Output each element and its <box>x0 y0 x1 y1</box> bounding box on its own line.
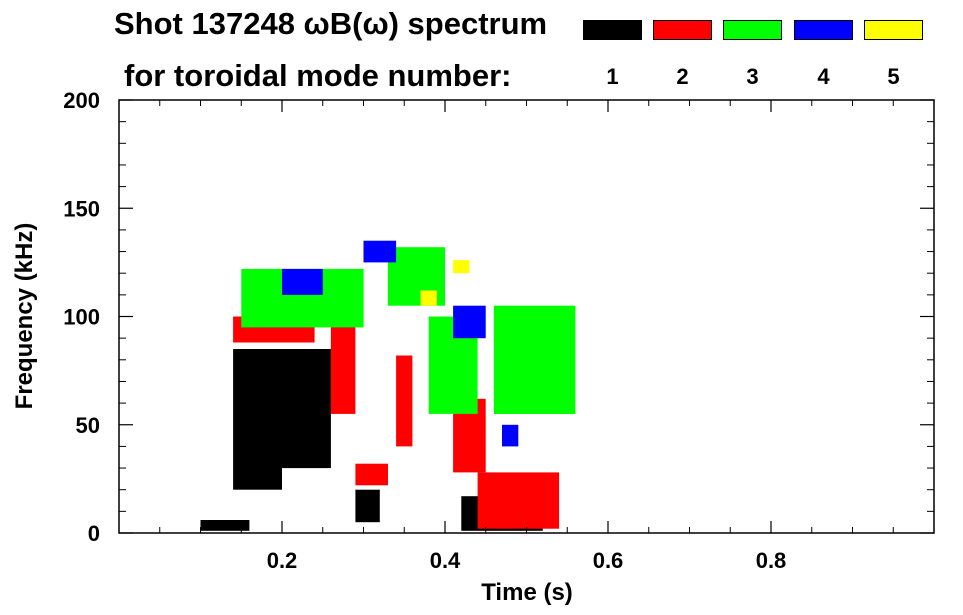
spectrum-region-mode-4 <box>363 240 397 263</box>
spectrum-region-mode-3 <box>493 305 576 414</box>
y-axis-title: Frequency (kHz) <box>11 223 38 410</box>
legend-swatch-mode-4 <box>794 20 853 40</box>
x-axis-title: Time (s) <box>481 579 573 606</box>
spectrum-region-mode-5 <box>420 290 437 306</box>
legend-label-mode-4: 4 <box>817 64 830 89</box>
axis-ticks <box>119 99 934 534</box>
legend-label-mode-1: 1 <box>606 64 619 89</box>
spectrum-region-mode-2 <box>477 472 560 529</box>
spectrum-region-mode-4 <box>453 305 486 339</box>
legend-label-mode-5: 5 <box>887 64 900 89</box>
y-tick-label: 200 <box>63 88 100 113</box>
y-tick-label: 0 <box>88 521 100 546</box>
x-tick-label: 0.4 <box>430 548 461 573</box>
spectrum-region-mode-2 <box>355 463 388 486</box>
y-tick-label: 100 <box>63 305 100 330</box>
spectrum-region-mode-1 <box>233 349 282 490</box>
spectrum-region-mode-2 <box>396 355 413 447</box>
spectrum-region-mode-4 <box>502 424 519 447</box>
chart-title-line-2: for toroidal mode number: <box>124 58 512 93</box>
legend-swatch-mode-5 <box>864 20 923 40</box>
spectrum-regions <box>200 240 576 531</box>
legend-label-mode-2: 2 <box>676 64 689 89</box>
y-tick-label: 50 <box>76 413 100 438</box>
x-tick-label: 0.8 <box>756 548 787 573</box>
spectrum-region-mode-1 <box>355 489 380 523</box>
spectrum-region-mode-5 <box>453 260 470 274</box>
x-tick-label: 0.6 <box>593 548 624 573</box>
legend-label-mode-3: 3 <box>746 64 759 89</box>
legend-swatch-mode-2 <box>653 20 712 40</box>
spectrum-region-mode-4 <box>282 268 323 295</box>
spectrum-region-mode-1 <box>200 520 250 531</box>
spectrum-region-mode-1 <box>282 349 331 469</box>
x-tick-label: 0.2 <box>267 548 298 573</box>
chart-title-line-1: Shot 137248 ωB(ω) spectrum <box>114 6 548 41</box>
legend-swatch-mode-1 <box>583 20 642 40</box>
legend-swatch-mode-3 <box>723 20 782 40</box>
tick-labels: 0.2 0.4 0.6 0.8 0 50 100 150 200 <box>63 88 786 573</box>
y-tick-label: 150 <box>63 196 100 221</box>
